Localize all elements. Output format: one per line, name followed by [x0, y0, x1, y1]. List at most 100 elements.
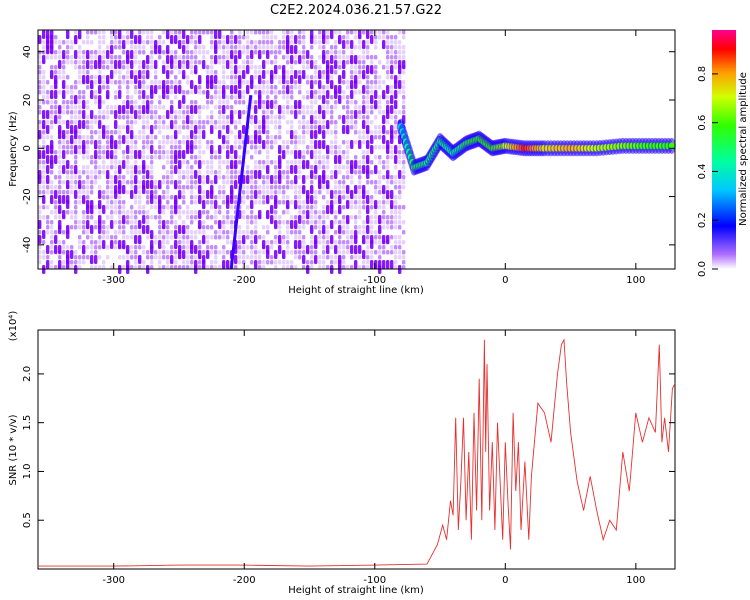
noise-cell	[398, 215, 402, 220]
noise-cell	[150, 105, 154, 110]
noise-cell	[246, 90, 250, 95]
noise-cell	[126, 245, 130, 254]
noise-cell	[42, 60, 46, 65]
noise-cell	[222, 80, 226, 85]
noise-cell	[174, 55, 178, 60]
noise-cell	[218, 205, 222, 210]
noise-cell	[86, 245, 90, 250]
noise-cell	[334, 40, 338, 45]
noise-cell	[242, 60, 246, 65]
noise-cell	[142, 135, 146, 140]
noise-cell	[126, 220, 130, 225]
noise-cell	[294, 205, 298, 210]
noise-cell	[274, 65, 278, 74]
noise-cell	[286, 200, 290, 209]
noise-cell	[270, 35, 274, 40]
noise-cell	[138, 150, 142, 159]
noise-cell	[194, 255, 198, 260]
noise-cell	[214, 250, 218, 255]
noise-cell	[250, 240, 254, 245]
noise-cell	[374, 70, 378, 75]
noise-cell	[382, 90, 386, 99]
noise-cell	[98, 150, 102, 155]
noise-cell	[174, 85, 178, 94]
noise-cell	[206, 30, 210, 35]
noise-cell	[390, 250, 394, 255]
noise-cell	[54, 100, 58, 105]
noise-cell	[230, 175, 234, 180]
noise-cell	[70, 55, 74, 60]
noise-cell	[358, 105, 362, 110]
noise-cell	[282, 195, 286, 200]
noise-cell	[210, 205, 214, 210]
noise-cell	[114, 105, 118, 110]
noise-cell	[226, 240, 230, 245]
noise-cell	[174, 40, 178, 45]
noise-cell	[150, 80, 154, 85]
noise-cell	[102, 50, 106, 55]
noise-cell	[394, 185, 398, 190]
noise-cell	[186, 180, 190, 185]
noise-cell	[46, 50, 50, 55]
noise-cell	[274, 100, 278, 105]
noise-cell	[190, 150, 194, 155]
noise-cell	[346, 220, 350, 225]
noise-cell	[110, 150, 114, 159]
noise-cell	[162, 235, 166, 240]
noise-cell	[334, 180, 338, 185]
noise-cell	[102, 195, 106, 200]
noise-cell	[166, 170, 170, 175]
noise-cell	[170, 195, 174, 200]
noise-cell	[74, 105, 78, 110]
noise-cell	[230, 115, 234, 124]
noise-cell	[330, 45, 334, 50]
noise-cell	[66, 120, 70, 129]
noise-cell	[246, 55, 250, 60]
noise-cell	[314, 155, 318, 160]
noise-cell	[166, 155, 170, 160]
noise-cell	[46, 260, 50, 269]
noise-cell	[258, 30, 262, 35]
noise-cell	[130, 185, 134, 190]
noise-cell	[38, 190, 42, 195]
noise-cell	[210, 195, 214, 200]
noise-cell	[78, 235, 82, 240]
noise-cell	[386, 180, 390, 185]
noise-cell	[106, 60, 110, 65]
noise-cell	[178, 140, 182, 145]
noise-cell	[58, 140, 62, 145]
noise-cell	[70, 130, 74, 135]
noise-cell	[42, 185, 46, 190]
noise-cell	[110, 65, 114, 70]
noise-cell	[142, 265, 146, 270]
noise-cell	[342, 215, 346, 220]
noise-cell	[278, 235, 282, 244]
noise-cell	[250, 40, 254, 45]
noise-cell	[82, 165, 86, 170]
noise-cell	[62, 195, 66, 204]
noise-cell	[346, 195, 350, 200]
noise-cell	[346, 265, 350, 270]
noise-cell	[166, 180, 170, 185]
noise-cell	[78, 225, 82, 230]
noise-cell	[174, 65, 178, 70]
noise-cell	[274, 215, 278, 220]
noise-cell	[226, 215, 230, 220]
noise-cell	[230, 95, 234, 100]
noise-cell	[190, 30, 194, 35]
noise-cell	[290, 60, 294, 65]
noise-cell	[118, 35, 122, 40]
noise-cell	[206, 190, 210, 199]
noise-cell	[258, 190, 262, 195]
noise-cell	[370, 170, 374, 175]
noise-cell	[310, 115, 314, 124]
noise-cell	[254, 90, 258, 95]
noise-cell	[374, 145, 378, 150]
noise-cell	[366, 220, 370, 225]
noise-cell	[342, 105, 346, 110]
noise-cell	[374, 210, 378, 215]
noise-cell	[390, 180, 394, 185]
noise-cell	[206, 80, 210, 89]
noise-cell	[298, 205, 302, 210]
noise-cell	[302, 125, 306, 130]
